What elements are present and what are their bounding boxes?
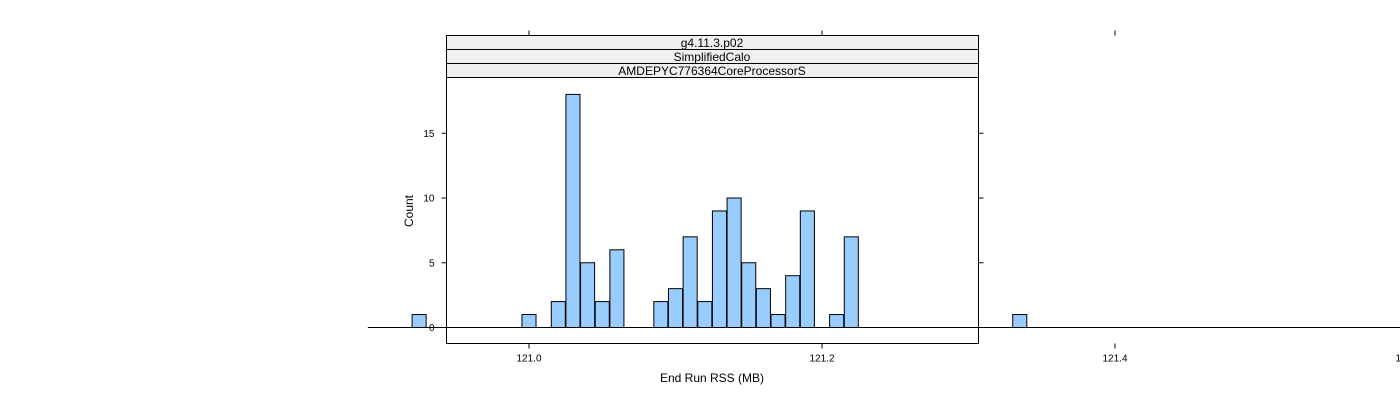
histogram-bar <box>565 93 581 329</box>
histogram-bars <box>411 93 1028 329</box>
histogram-bar <box>609 249 625 328</box>
histogram-bar <box>653 301 669 329</box>
histogram-bar <box>667 288 684 328</box>
histogram-bar <box>521 314 537 328</box>
y-axis-title: Count <box>402 194 416 227</box>
histogram-bar <box>682 236 698 329</box>
x-tick-label: 121.4 <box>1102 354 1127 365</box>
x-tick-label: 121.0 <box>516 354 541 365</box>
histogram-bar <box>550 301 566 329</box>
strip-3-label: AMDEPYC776364CoreProcessorS <box>618 64 805 78</box>
x-tick-label: 121.2 <box>809 354 834 365</box>
histogram-bar <box>726 197 742 328</box>
y-tick-label: 10 <box>423 194 435 205</box>
histogram-bar <box>411 314 427 328</box>
histogram-bar <box>843 236 859 329</box>
histogram-bar <box>799 210 815 328</box>
histogram-bar <box>697 301 713 329</box>
histogram-bar <box>1012 314 1028 328</box>
histogram-bar <box>785 275 801 329</box>
histogram-bar <box>711 210 727 328</box>
histogram-bar <box>829 314 845 328</box>
x-tick-label: 121.6 <box>1395 354 1400 365</box>
y-tick-label: 15 <box>423 129 435 140</box>
histogram-bar <box>770 314 786 328</box>
y-tick-label: 5 <box>429 258 435 269</box>
histogram-bar <box>580 262 596 328</box>
histogram-bar <box>741 262 757 328</box>
strip-1-label: g4.11.3.p02 <box>681 36 744 50</box>
histogram-bar <box>594 301 610 329</box>
strip-headers: g4.11.3.p02 SimplifiedCalo AMDEPYC776364… <box>446 35 979 78</box>
histogram-bar <box>755 288 771 328</box>
x-axis-title: End Run RSS (MB) <box>660 371 764 385</box>
plot-panel <box>446 77 979 344</box>
y-tick-label: 0 <box>429 323 435 334</box>
strip-2-label: SimplifiedCalo <box>674 50 751 64</box>
